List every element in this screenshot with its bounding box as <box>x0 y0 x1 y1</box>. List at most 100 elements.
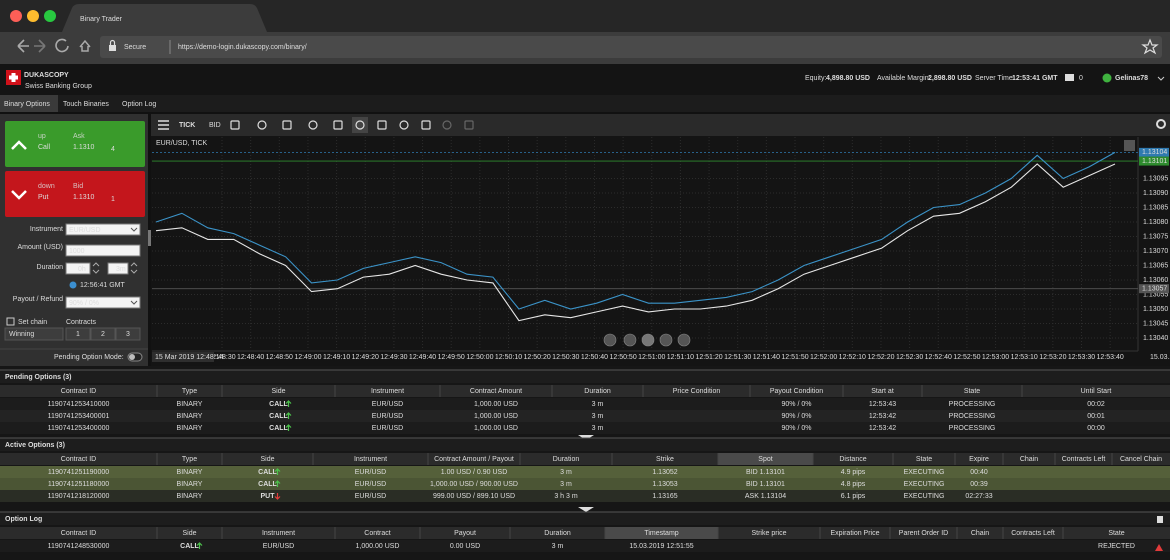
column-header[interactable]: Expiration Price <box>830 530 879 537</box>
user-caret[interactable] <box>1157 76 1165 81</box>
column-header[interactable]: Contracts Left <box>1062 456 1106 463</box>
toolbar-icon[interactable] <box>421 120 431 130</box>
toolbar-icon[interactable] <box>399 120 409 130</box>
column-header[interactable]: Contract Amount / Payout <box>434 456 514 463</box>
column-header[interactable]: Parent Order ID <box>899 530 948 537</box>
url-field[interactable] <box>100 36 1162 58</box>
column-header[interactable]: Price Condition <box>673 388 721 395</box>
chart-nav-button[interactable] <box>641 333 655 347</box>
input-box[interactable] <box>107 262 129 275</box>
column-header[interactable]: Type <box>182 456 197 463</box>
toolbar-icon[interactable] <box>230 120 240 130</box>
toolbar-icon[interactable] <box>282 120 292 130</box>
reload-button[interactable] <box>55 38 69 53</box>
column-header[interactable]: Side <box>271 388 285 395</box>
table-row[interactable] <box>0 540 1170 552</box>
column-header[interactable]: Contracts Left <box>1011 530 1055 537</box>
user-name[interactable]: Gelinas78 <box>1115 75 1148 82</box>
stepper[interactable] <box>92 262 138 274</box>
column-header[interactable]: Until Start <box>1081 388 1112 395</box>
toolbar-icon[interactable] <box>333 120 343 130</box>
window-button[interactable] <box>27 10 39 22</box>
tab[interactable]: Binary Options <box>4 101 50 108</box>
column-header[interactable]: Distance <box>839 456 866 463</box>
toolbar-icon[interactable] <box>464 120 474 130</box>
column-header[interactable]: State <box>1108 530 1124 537</box>
put-button[interactable] <box>5 171 145 217</box>
tab[interactable]: Touch Binaries <box>63 101 109 108</box>
column-header[interactable]: Instrument <box>262 530 295 537</box>
messages-icon[interactable] <box>1065 74 1074 81</box>
field-value[interactable]: 90% / 0% <box>69 300 99 307</box>
column-header[interactable]: Contract Amount <box>470 388 522 395</box>
input-box[interactable] <box>65 244 141 257</box>
table-row[interactable] <box>0 466 1170 478</box>
user-icon[interactable] <box>1102 73 1112 83</box>
toolbar-icon[interactable] <box>257 120 267 130</box>
toolbar-icon[interactable] <box>308 120 318 130</box>
column-header[interactable]: Strike price <box>751 530 786 537</box>
table-row[interactable] <box>0 478 1170 490</box>
field-value[interactable]: EUR/USD <box>69 227 101 234</box>
column-header[interactable]: Start at <box>871 388 894 395</box>
menu-icon[interactable] <box>158 120 169 130</box>
chart-nav-button[interactable] <box>623 333 637 347</box>
home-button[interactable] <box>79 39 91 52</box>
column-header[interactable]: Cancel Chain <box>1120 456 1162 463</box>
field-value[interactable]: 1000 <box>69 248 85 255</box>
column-header[interactable]: Contract ID <box>61 530 96 537</box>
forward-button[interactable] <box>34 39 46 53</box>
column-header[interactable]: Duration <box>553 456 580 463</box>
tab[interactable]: Option Log <box>122 101 156 108</box>
table-row[interactable] <box>0 410 1170 422</box>
column-header[interactable]: Duration <box>544 530 571 537</box>
browser-tab[interactable] <box>62 4 267 32</box>
column-header[interactable]: Contract <box>364 530 391 537</box>
chart-nav-button[interactable] <box>677 333 691 347</box>
column-header[interactable]: Strike <box>656 456 674 463</box>
chart-fullscreen[interactable] <box>1124 140 1135 151</box>
column-header[interactable]: State <box>916 456 932 463</box>
column-header[interactable]: State <box>964 388 980 395</box>
field-value[interactable]: 3m <box>116 266 126 273</box>
trash-icon[interactable] <box>1157 516 1163 523</box>
column-header[interactable]: Duration <box>584 388 611 395</box>
toolbar-icon[interactable] <box>442 120 452 130</box>
toolbar-period[interactable]: TICK <box>179 122 195 129</box>
table-row[interactable] <box>0 422 1170 434</box>
column-header[interactable]: Contract ID <box>61 456 96 463</box>
column-header[interactable]: Instrument <box>354 456 387 463</box>
toolbar-icon[interactable] <box>355 120 365 130</box>
chart-nav-button[interactable] <box>603 333 617 347</box>
column-header[interactable]: Side <box>260 456 274 463</box>
column-header[interactable]: Payout <box>454 530 476 537</box>
column-header[interactable]: Side <box>182 530 196 537</box>
toolbar-icon[interactable] <box>377 120 387 130</box>
window-button[interactable] <box>44 10 56 22</box>
table-row[interactable] <box>0 490 1170 502</box>
window-button[interactable] <box>10 10 22 22</box>
checkbox[interactable] <box>6 317 15 326</box>
toolbar-side[interactable]: BID <box>209 122 221 129</box>
splitter-handle[interactable] <box>578 507 594 512</box>
column-header[interactable]: Payout Condition <box>770 388 823 395</box>
column-header[interactable]: Instrument <box>371 388 404 395</box>
input-box[interactable] <box>65 223 141 236</box>
column-header[interactable]: Timestamp <box>644 530 678 537</box>
column-header[interactable]: Chain <box>971 530 989 537</box>
bookmark-star[interactable] <box>1141 38 1159 55</box>
input-box[interactable] <box>65 296 141 309</box>
input-box[interactable] <box>65 262 91 275</box>
chart-nav-button[interactable] <box>659 333 673 347</box>
column-header[interactable]: Contract ID <box>61 388 96 395</box>
column-header[interactable]: Type <box>182 388 197 395</box>
table-row[interactable] <box>0 398 1170 410</box>
column-header[interactable]: Expire <box>969 456 989 463</box>
field-value[interactable]: 0h <box>78 266 86 273</box>
call-button[interactable] <box>5 121 145 167</box>
settings-icon[interactable] <box>1156 119 1166 129</box>
column-header[interactable]: Spot <box>758 456 772 463</box>
column-header[interactable]: Chain <box>1020 456 1038 463</box>
back-button[interactable] <box>17 39 29 53</box>
panel-splitter[interactable] <box>148 230 151 246</box>
